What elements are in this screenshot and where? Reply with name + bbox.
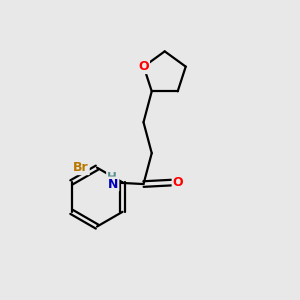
Text: O: O <box>172 176 183 189</box>
Text: N: N <box>108 178 119 190</box>
Text: O: O <box>138 60 149 73</box>
Text: Br: Br <box>73 161 89 174</box>
Text: H: H <box>107 171 117 184</box>
